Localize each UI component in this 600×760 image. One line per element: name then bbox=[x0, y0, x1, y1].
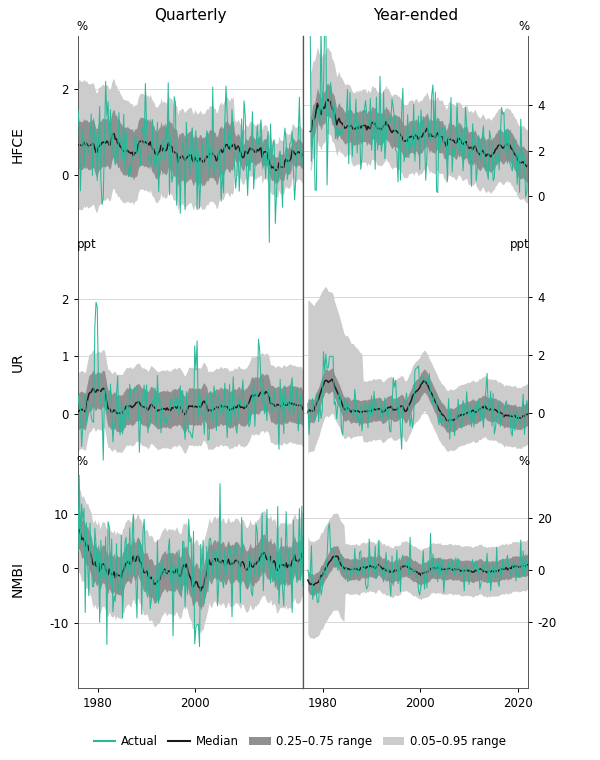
Text: ppt: ppt bbox=[509, 238, 529, 251]
Text: ppt: ppt bbox=[77, 238, 97, 251]
Text: Quarterly: Quarterly bbox=[154, 8, 227, 23]
Text: %: % bbox=[518, 454, 529, 467]
Text: NMBI: NMBI bbox=[11, 561, 25, 597]
Text: HFCE: HFCE bbox=[11, 127, 25, 163]
Text: %: % bbox=[77, 454, 88, 467]
Text: UR: UR bbox=[11, 353, 25, 372]
Legend: Actual, Median, 0.25–0.75 range, 0.05–0.95 range: Actual, Median, 0.25–0.75 range, 0.05–0.… bbox=[94, 735, 506, 748]
Text: %: % bbox=[518, 21, 529, 33]
Text: Year-ended: Year-ended bbox=[373, 8, 458, 23]
Text: %: % bbox=[77, 21, 88, 33]
